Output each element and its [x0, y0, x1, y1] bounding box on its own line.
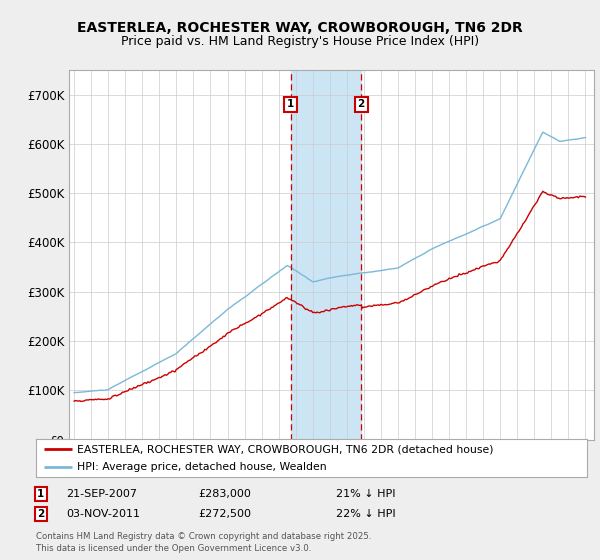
Bar: [291, 70, 361, 440]
Text: 2: 2: [358, 100, 365, 110]
Text: 21-SEP-2007: 21-SEP-2007: [66, 489, 137, 499]
Text: £272,500: £272,500: [198, 509, 251, 519]
Text: Contains HM Land Registry data © Crown copyright and database right 2025.
This d: Contains HM Land Registry data © Crown c…: [36, 533, 371, 553]
Text: 03-NOV-2011: 03-NOV-2011: [66, 509, 140, 519]
Text: 1: 1: [287, 100, 295, 110]
Text: 22% ↓ HPI: 22% ↓ HPI: [336, 509, 395, 519]
Text: Price paid vs. HM Land Registry's House Price Index (HPI): Price paid vs. HM Land Registry's House …: [121, 35, 479, 48]
Text: 2: 2: [37, 509, 44, 519]
Text: EASTERLEA, ROCHESTER WAY, CROWBOROUGH, TN6 2DR (detached house): EASTERLEA, ROCHESTER WAY, CROWBOROUGH, T…: [77, 444, 494, 454]
Text: 21% ↓ HPI: 21% ↓ HPI: [336, 489, 395, 499]
Text: £283,000: £283,000: [198, 489, 251, 499]
Text: 1: 1: [37, 489, 44, 499]
Text: EASTERLEA, ROCHESTER WAY, CROWBOROUGH, TN6 2DR: EASTERLEA, ROCHESTER WAY, CROWBOROUGH, T…: [77, 21, 523, 35]
Text: HPI: Average price, detached house, Wealden: HPI: Average price, detached house, Weal…: [77, 462, 327, 472]
